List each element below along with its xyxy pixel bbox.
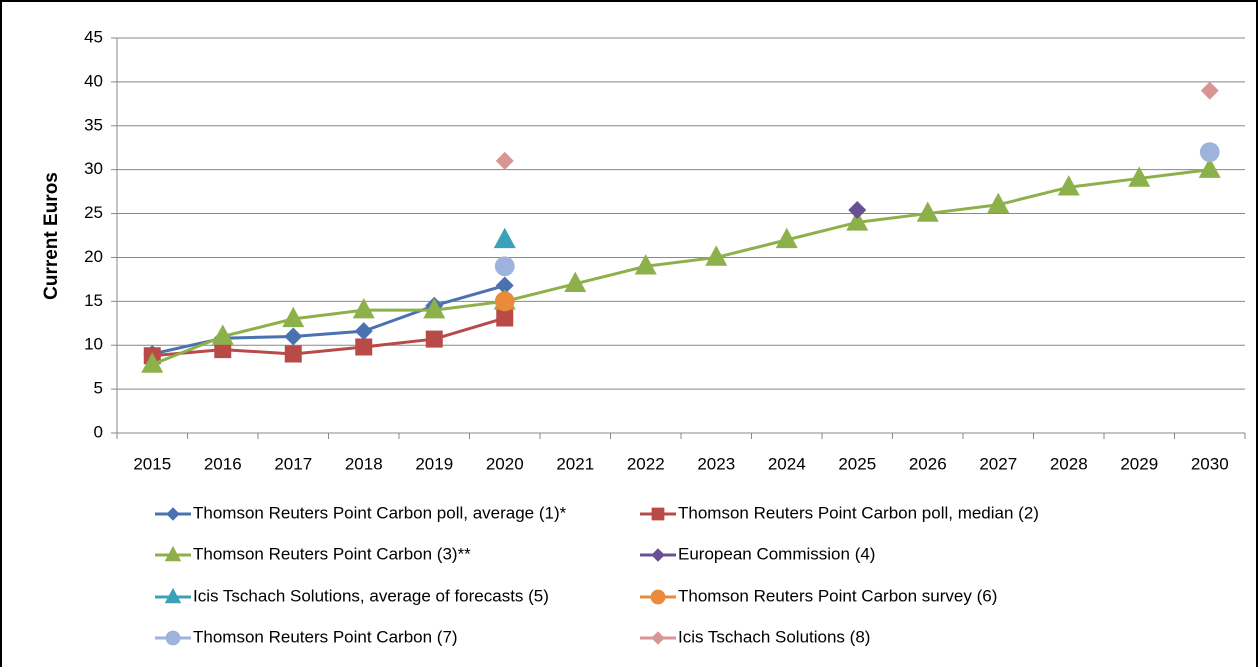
- marker: [284, 345, 302, 363]
- series-line: [152, 316, 506, 358]
- legend-marker: [651, 548, 665, 562]
- marker: [564, 271, 587, 293]
- x-tick-label: 2021: [556, 454, 594, 473]
- marker: [775, 227, 798, 249]
- x-tick-label: 2025: [838, 454, 876, 473]
- legend-label: European Commission (4): [678, 544, 875, 563]
- marker: [141, 352, 164, 373]
- marker: [494, 291, 515, 312]
- legend-label: Thomson Reuters Point Carbon poll, media…: [678, 503, 1039, 522]
- marker: [352, 298, 375, 319]
- y-tick-label: 25: [84, 203, 103, 222]
- marker: [496, 309, 514, 327]
- marker: [495, 151, 514, 170]
- marker: [916, 201, 939, 222]
- x-tick-label: 2020: [486, 454, 524, 473]
- x-tick-label: 2023: [697, 454, 735, 473]
- marker: [848, 201, 867, 220]
- y-tick-label: 35: [84, 115, 103, 134]
- y-tick-label: 15: [84, 291, 103, 310]
- marker: [1128, 166, 1151, 187]
- x-tick-label: 2028: [1050, 454, 1088, 473]
- x-tick-label: 2029: [1120, 454, 1158, 473]
- legend-label: Thomson Reuters Point Carbon poll, avera…: [193, 503, 567, 522]
- x-tick-label: 2022: [627, 454, 665, 473]
- y-tick-label: 10: [84, 335, 103, 354]
- marker: [634, 254, 657, 275]
- legend-marker: [166, 507, 180, 521]
- marker: [284, 327, 303, 346]
- y-axis-label: Current Euros: [41, 172, 62, 300]
- marker: [494, 256, 515, 277]
- legend-marker: [165, 630, 181, 646]
- legend-label: Thomson Reuters Point Carbon (7): [193, 627, 458, 646]
- x-tick-label: 2016: [204, 454, 242, 473]
- marker: [423, 298, 446, 319]
- marker: [1200, 81, 1219, 100]
- legend-marker: [651, 631, 665, 645]
- marker: [211, 324, 234, 345]
- legend-label: Icis Tschach Solutions (8): [678, 627, 870, 646]
- legend-label: Thomson Reuters Point Carbon (3)**: [193, 544, 471, 563]
- marker: [1057, 175, 1080, 196]
- y-tick-label: 40: [84, 71, 103, 90]
- marker: [1198, 157, 1221, 178]
- legend-marker: [651, 507, 665, 521]
- x-tick-label: 2018: [345, 454, 383, 473]
- y-tick-label: 5: [94, 379, 103, 398]
- marker: [987, 192, 1010, 214]
- y-tick-label: 0: [94, 422, 103, 441]
- x-tick-label: 2017: [274, 454, 312, 473]
- marker: [354, 322, 373, 341]
- marker: [282, 306, 305, 328]
- marker: [493, 227, 516, 249]
- marker: [425, 330, 443, 348]
- legend-marker: [164, 545, 182, 562]
- legend-marker: [650, 589, 666, 605]
- x-tick-label: 2027: [979, 454, 1017, 473]
- y-tick-label: 45: [84, 27, 103, 46]
- marker: [846, 210, 869, 231]
- x-tick-label: 2015: [133, 454, 171, 473]
- x-tick-label: 2026: [909, 454, 947, 473]
- y-tick-label: 30: [84, 159, 103, 178]
- marker: [355, 338, 373, 356]
- x-tick-label: 2019: [415, 454, 453, 473]
- legend-label: Icis Tschach Solutions, average of forec…: [193, 586, 549, 605]
- y-tick-label: 20: [84, 247, 103, 266]
- marker: [1199, 142, 1220, 163]
- legend-marker: [164, 587, 182, 604]
- x-tick-label: 2030: [1191, 454, 1229, 473]
- series-line: [151, 168, 1210, 366]
- marker: [495, 276, 514, 295]
- x-tick-label: 2024: [768, 454, 806, 473]
- marker: [214, 341, 232, 359]
- marker: [705, 245, 728, 266]
- legend-label: Thomson Reuters Point Carbon survey (6): [678, 586, 997, 605]
